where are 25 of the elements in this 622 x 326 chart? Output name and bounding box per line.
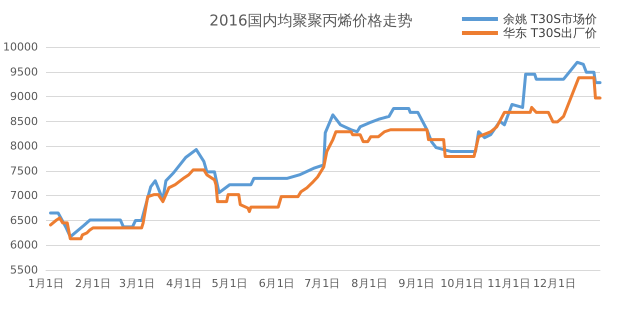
x-tick-label: 3月1日 (119, 277, 156, 290)
chart-title: 2016国内均聚聚丙烯价格走势 (209, 12, 413, 30)
x-tick-label: 5月1日 (212, 277, 248, 290)
x-tick-label: 1月1日 (28, 277, 64, 290)
legend-label: 余姚 T30S市场价 (502, 12, 597, 26)
y-tick-label: 10000 (2, 40, 38, 54)
x-tick-label: 4月1日 (166, 277, 202, 290)
x-tick-label: 9月1日 (398, 277, 434, 290)
x-tick-label: 7月1日 (304, 277, 340, 290)
y-tick-label: 7500 (10, 164, 38, 178)
y-tick-label: 9500 (10, 65, 38, 78)
x-tick-label: 10月1日 (440, 277, 484, 290)
x-tick-label: 11月1日 (487, 277, 530, 290)
x-tick-label: 6月1日 (258, 277, 295, 290)
y-tick-label: 5500 (10, 264, 38, 276)
x-tick-label: 2月1日 (75, 277, 112, 290)
legend-label: 华东 T30S出厂价 (502, 26, 597, 40)
y-tick-label: 7000 (10, 189, 38, 202)
y-tick-label: 6000 (10, 238, 38, 252)
y-tick-label: 8000 (10, 140, 38, 153)
y-tick-label: 9000 (10, 90, 38, 104)
y-tick-label: 8500 (10, 114, 38, 128)
x-tick-label: 8月1日 (351, 277, 388, 290)
y-tick-label: 6500 (10, 214, 38, 227)
x-tick-label: 12月1日 (532, 277, 576, 290)
